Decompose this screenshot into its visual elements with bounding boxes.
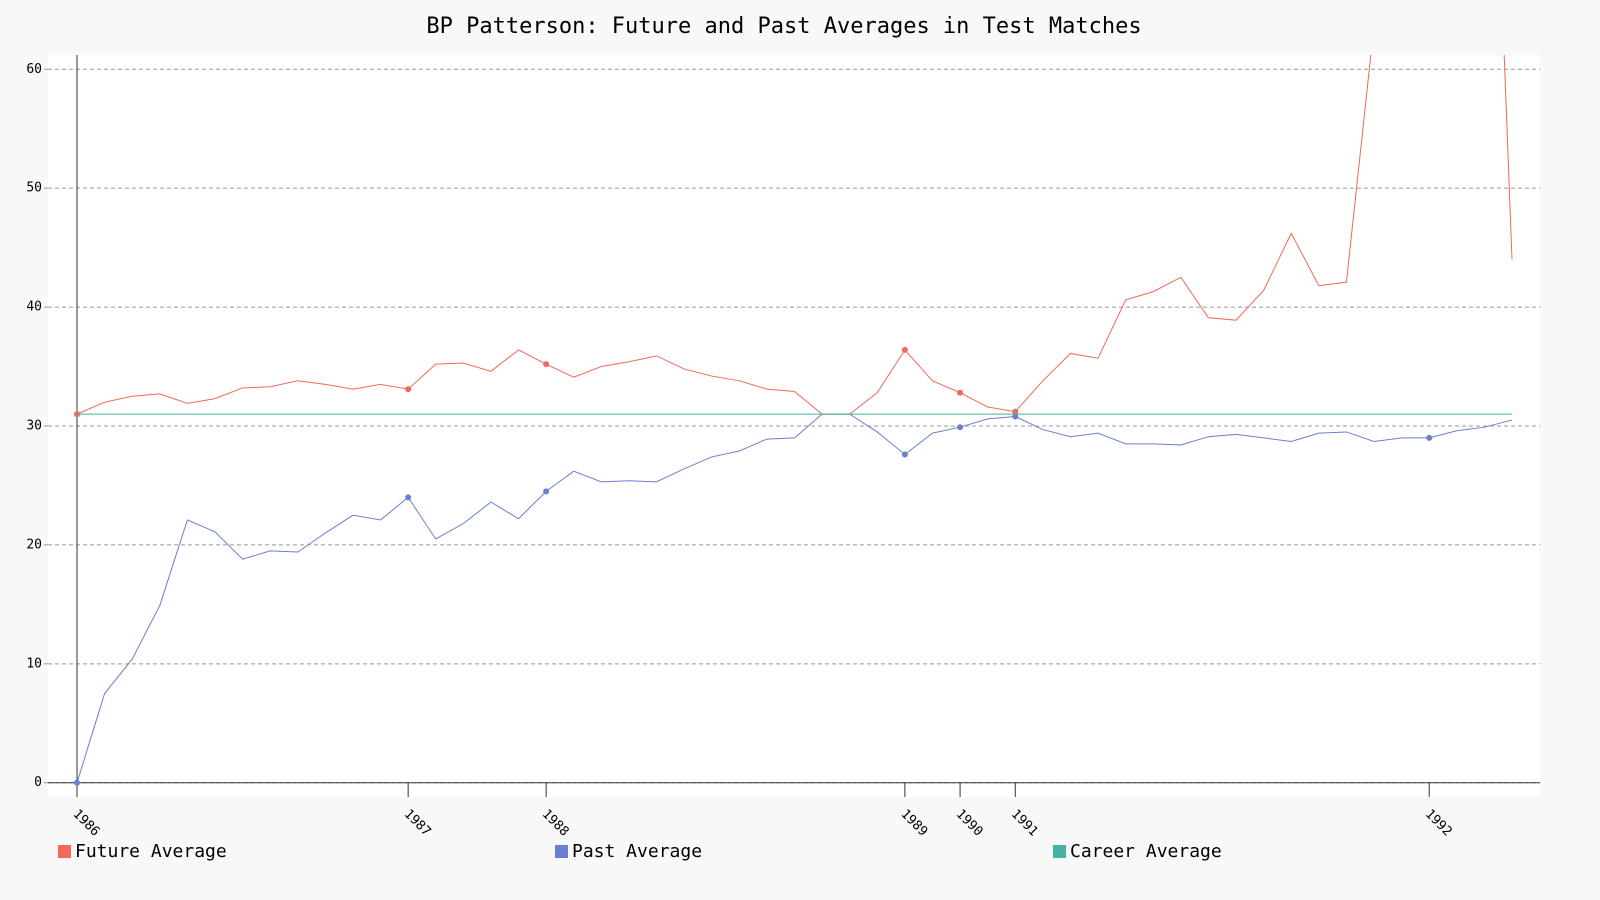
series-point	[901, 451, 908, 458]
y-tick-label: 20	[26, 537, 42, 552]
x-tick-label: 1988	[539, 807, 572, 840]
series-point	[957, 424, 964, 431]
legend-label: Past Average	[572, 841, 702, 862]
series-point	[957, 389, 964, 396]
y-tick-label: 50	[26, 181, 42, 196]
series-point	[1012, 413, 1019, 420]
x-tick-label: 1991	[1008, 807, 1041, 840]
series-point	[901, 346, 908, 353]
y-tick-label: 0	[34, 775, 42, 790]
legend-label: Career Average	[1070, 841, 1222, 862]
legend-label: Future Average	[75, 841, 227, 862]
series-point	[1012, 408, 1019, 415]
legend-swatch	[1053, 845, 1066, 858]
series-point	[543, 361, 550, 368]
series-point	[543, 488, 550, 495]
y-tick-label: 10	[26, 656, 42, 671]
series-line	[76, 55, 1513, 415]
x-tick-label: 1989	[898, 807, 931, 840]
plot-series	[74, 55, 1513, 786]
legend-swatch	[555, 845, 568, 858]
series-point	[74, 779, 80, 786]
x-tick-label: 1992	[1422, 807, 1455, 840]
y-tick-label: 40	[26, 300, 42, 315]
y-tick-label: 60	[26, 62, 42, 77]
series-point	[405, 494, 412, 501]
legend-swatch	[58, 845, 71, 858]
x-tick-label: 1987	[401, 807, 434, 840]
x-tick-label: 1990	[953, 807, 986, 840]
chart-title: BP Patterson: Future and Past Averages i…	[426, 14, 1141, 39]
series-line	[76, 413, 1513, 783]
y-tick-label: 30	[26, 419, 42, 434]
x-tick-label: 1986	[70, 807, 103, 840]
series-point	[405, 386, 412, 393]
series-point	[1426, 434, 1433, 441]
